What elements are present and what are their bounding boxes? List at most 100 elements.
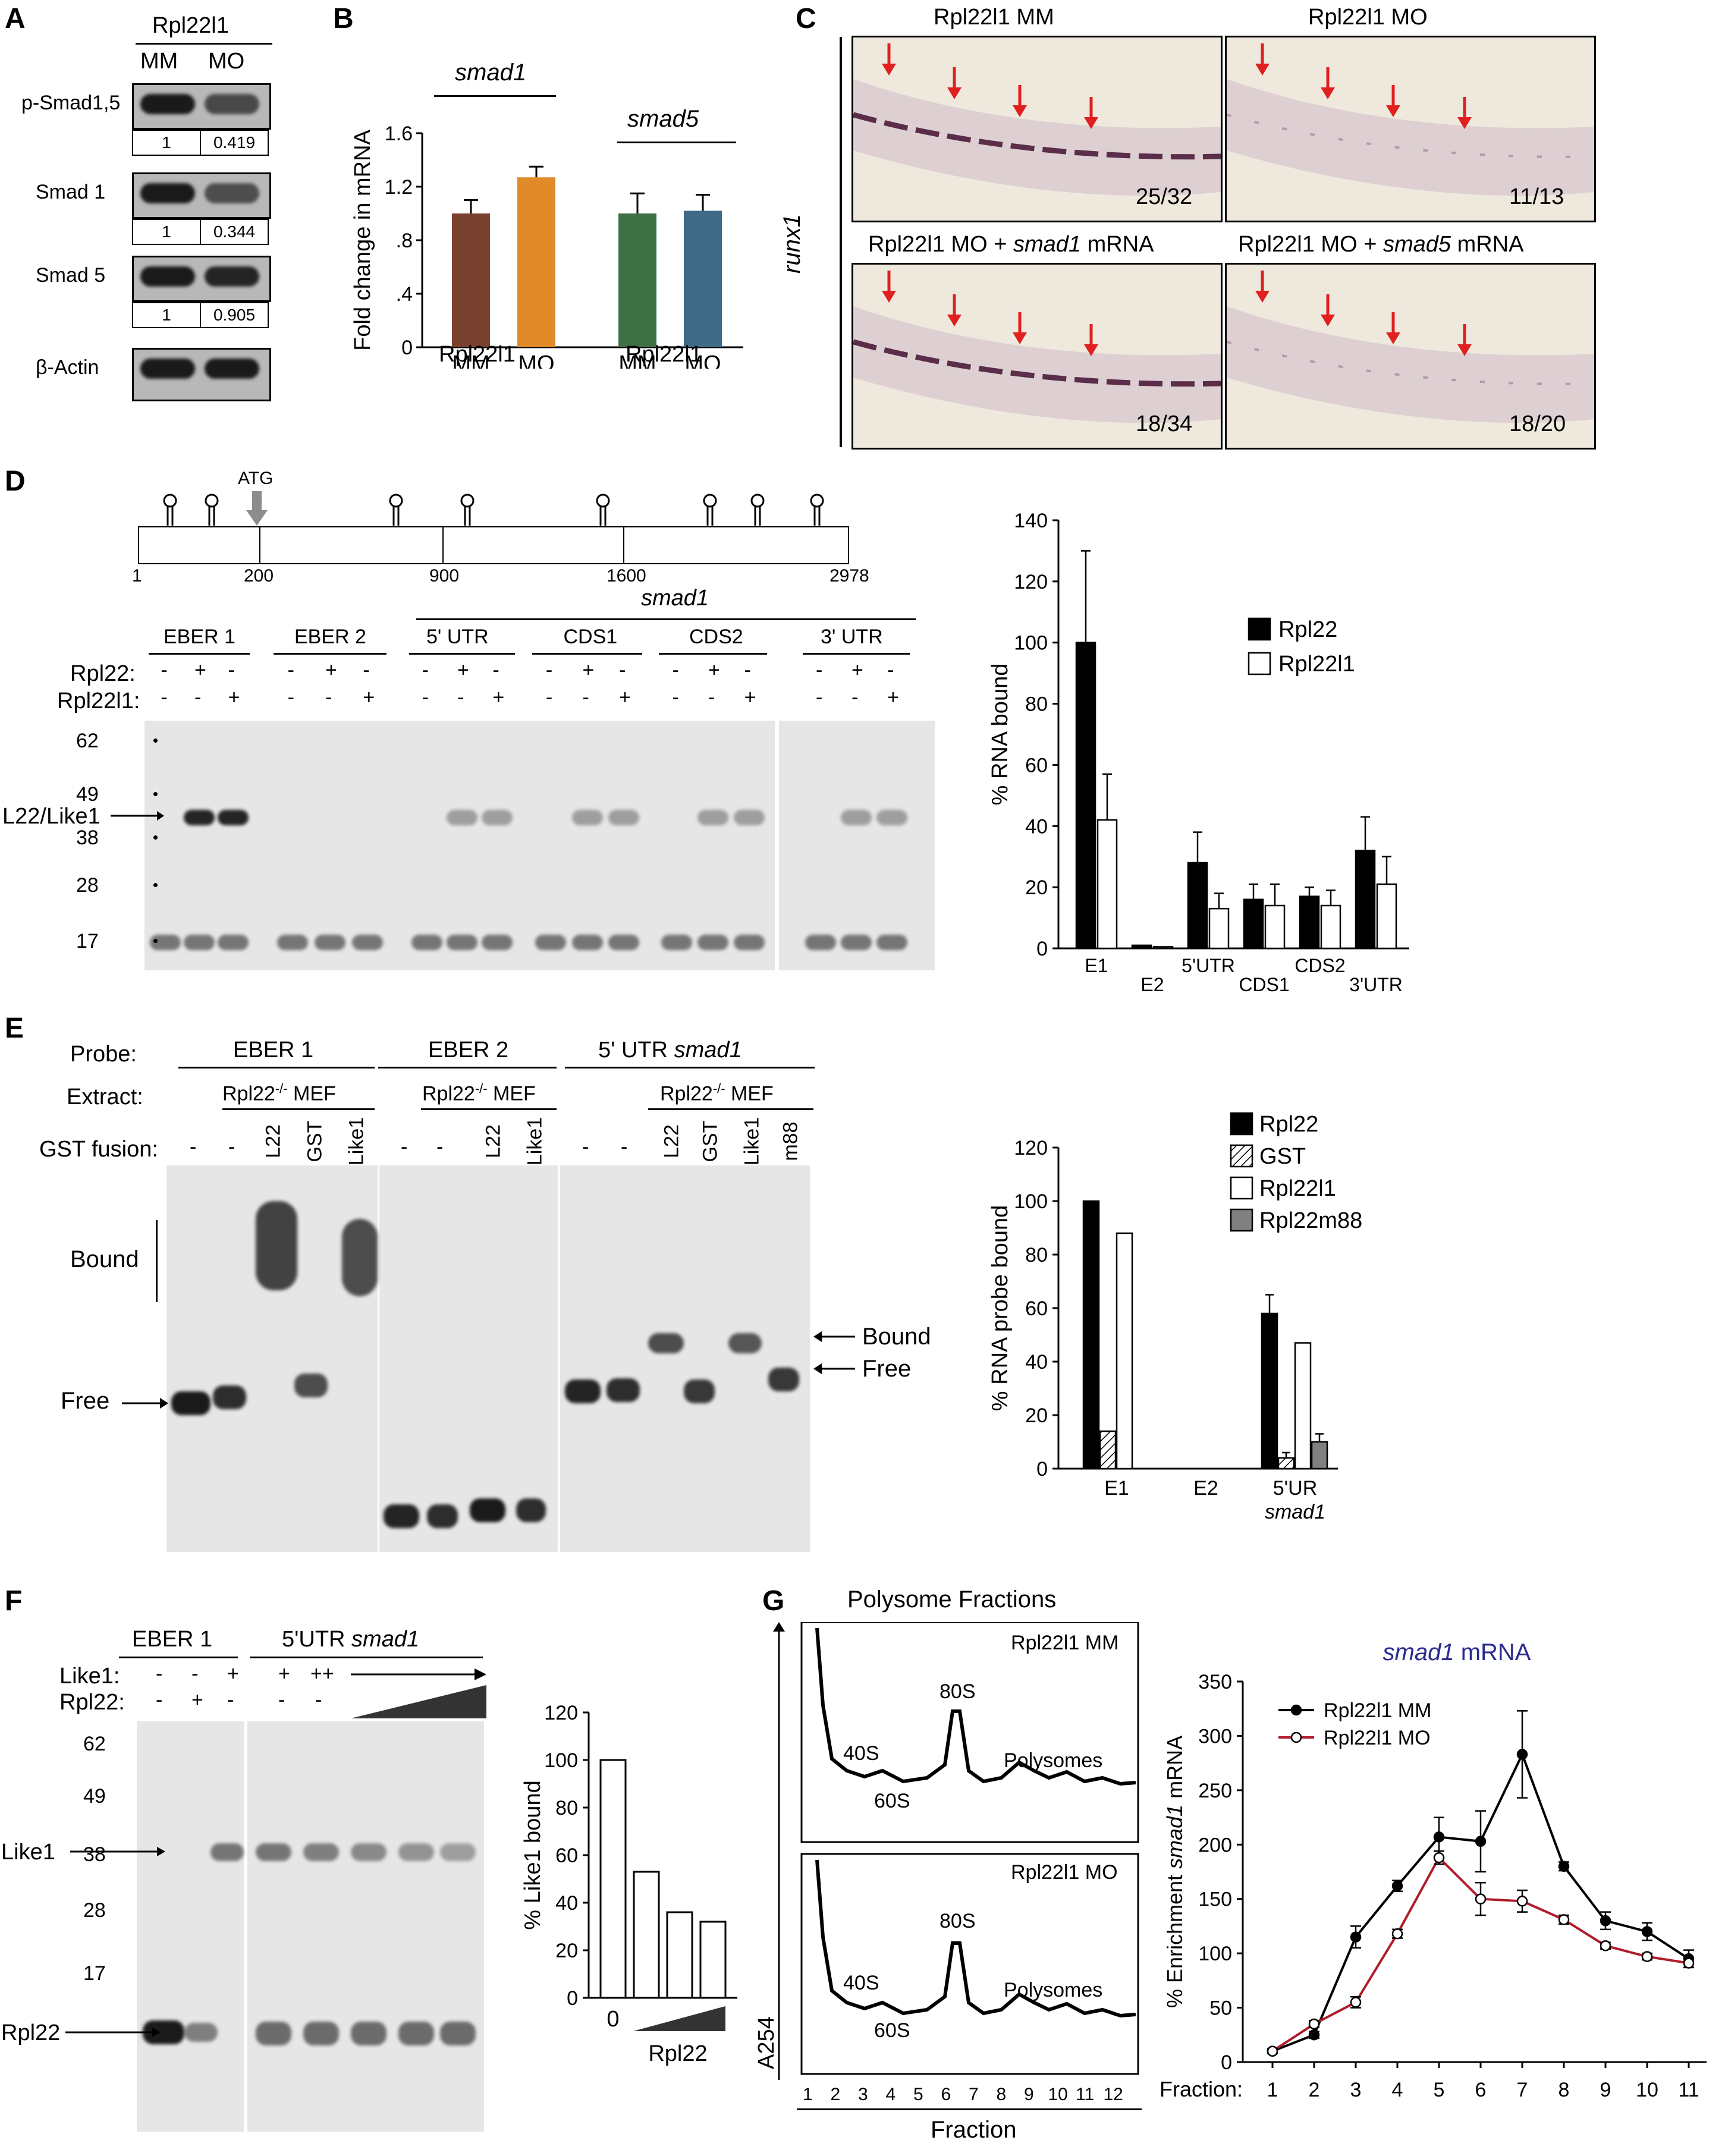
panel-d-marker-dot	[153, 738, 158, 743]
panel-e-probe-line-3	[565, 1067, 815, 1068]
hairpin-icon	[595, 494, 611, 527]
fraction-tick-label: 9	[1024, 2085, 1034, 2105]
fusion-lane-label: -	[228, 1136, 235, 1159]
fraction-tick-label: 12	[1104, 2085, 1123, 2105]
free-probe-band	[411, 935, 442, 950]
position-1600: 1600	[607, 566, 646, 586]
rpl22l1-sign: +	[744, 686, 756, 709]
g-data-point	[1517, 1896, 1527, 1906]
peak-label-40s: 40S	[843, 1742, 879, 1765]
f-y-tick-label: 40	[555, 1892, 578, 1915]
panel-c-title-4: Rpl22l1 MO + smad5 mRNA	[1238, 232, 1523, 257]
panel-d-probe-label: CDS2	[689, 626, 743, 649]
panel-d-probe-label: 5' UTR	[426, 626, 489, 649]
bound-band	[697, 810, 728, 825]
g-x-tick-label: 2	[1309, 2079, 1320, 2101]
free-probe-band	[841, 935, 872, 950]
e-legend-swatch	[1231, 1177, 1252, 1199]
like1-band	[440, 1843, 476, 1861]
panel-d-probe-label: EBER 1	[164, 626, 235, 649]
fusion-lane-label: -	[582, 1136, 589, 1159]
e-y-tick-label: 40	[1025, 1351, 1048, 1374]
rpl22-sign: -	[288, 659, 294, 682]
free-probe-band	[516, 1498, 546, 1522]
e-bar	[1278, 1458, 1294, 1469]
e-y-tick-label: 120	[1014, 1137, 1048, 1159]
blot-quant-value: 0.905	[200, 302, 269, 328]
profile-box	[802, 1854, 1138, 2074]
bound-band	[728, 1333, 762, 1353]
g-data-point	[1309, 2030, 1319, 2039]
panel-e-extract-line-2	[421, 1108, 557, 1110]
d-bar	[1356, 850, 1375, 948]
g-data-point	[1559, 1862, 1569, 1871]
panel-label-e: E	[5, 1012, 24, 1045]
panel-a-header-line	[136, 43, 272, 45]
rpl22l1-sign: +	[228, 686, 240, 709]
bound-band	[648, 1333, 684, 1353]
d-y-tick-label: 60	[1025, 754, 1048, 777]
panel-d-probe-line	[409, 653, 515, 655]
d-y-tick-label: 120	[1014, 571, 1048, 593]
panel-f-band-like1: Like1	[1, 1840, 55, 1865]
b-y-tick-label: .8	[396, 230, 413, 252]
panel-a-col-mo: MO	[208, 49, 244, 74]
peak-label-80s: 80S	[940, 1680, 976, 1704]
g-legend-marker	[1292, 1705, 1301, 1715]
g-y-tick-label: 200	[1198, 1834, 1232, 1856]
bound-band	[876, 810, 907, 825]
bound-band	[447, 810, 477, 825]
f-bar	[667, 1912, 692, 1998]
panel-e-extract-1: Rpl22-/- MEF	[222, 1081, 336, 1105]
rpl22-sign: -	[228, 659, 235, 682]
d-legend-label: Rpl22l1	[1278, 652, 1355, 677]
panel-d-row-rpl22: Rpl22:	[70, 661, 136, 687]
like1-sign: ++	[310, 1662, 334, 1686]
like1-sign: +	[227, 1662, 239, 1686]
f-x-tick-label: 0	[607, 2007, 619, 2032]
blot-band	[205, 266, 259, 287]
panel-label-a: A	[5, 2, 26, 35]
panel-c-title-3: Rpl22l1 MO + smad1 mRNA	[868, 232, 1154, 257]
bound-band	[218, 810, 249, 825]
d-bar	[1132, 945, 1151, 948]
hairpin-loop	[597, 495, 609, 507]
rpl22-sign: -	[227, 1689, 234, 1712]
panel-g-profile-title-2: Rpl22l1 MO	[1011, 1861, 1118, 1884]
e-y-tick-label: 20	[1025, 1404, 1048, 1427]
d-y-axis-label: % RNA bound	[988, 664, 1013, 806]
panel-f-like1-arrow-icon	[351, 1665, 488, 1684]
fusion-lane-label: -	[401, 1136, 407, 1159]
panel-e-extract-line-3	[648, 1108, 813, 1110]
e-bar	[1262, 1313, 1277, 1469]
panel-f-row-like1: Like1:	[59, 1664, 120, 1689]
fusion-lane-label: L22	[482, 1112, 505, 1171]
fusion-lane-label: -	[621, 1136, 627, 1159]
blot-band	[140, 94, 195, 114]
f-rpl22-ramp-icon	[633, 2006, 725, 2031]
panel-e-row-extract: Extract:	[67, 1085, 143, 1110]
bound-complex-band	[256, 1201, 297, 1290]
panel-f-marker-label: 49	[83, 1785, 106, 1808]
g-y-tick-label: 150	[1198, 1888, 1232, 1911]
panel-c-side-label: runx1	[779, 214, 806, 274]
like1-sign: -	[191, 1662, 198, 1686]
position-200: 200	[244, 566, 274, 586]
e-x-tick-label: E1	[1104, 1477, 1129, 1500]
d-y-tick-label: 140	[1014, 510, 1048, 532]
like1-band	[256, 1843, 291, 1861]
g-data-point	[1559, 1915, 1569, 1924]
g-legend-label: Rpl22l1 MM	[1324, 1699, 1431, 1722]
panel-f-probe-line-2	[250, 1657, 483, 1658]
e-x-tick-label: E2	[1193, 1477, 1218, 1500]
g-y-tick-label: 100	[1198, 1943, 1232, 1965]
domain-cds1: CDS1	[259, 526, 444, 564]
free-probe-band	[684, 1379, 715, 1403]
rpl22-band	[184, 2023, 218, 2042]
rpl22-band	[351, 2022, 387, 2045]
rpl22l1-sign: -	[325, 686, 332, 709]
rpl22-band	[440, 2022, 476, 2045]
panel-d-band-label: L22/Like1	[2, 804, 100, 829]
panel-d-bar-chart: 020406080100120140% RNA boundE1E25'UTRCD…	[981, 499, 1469, 999]
rpl22-sign: -	[492, 659, 499, 682]
